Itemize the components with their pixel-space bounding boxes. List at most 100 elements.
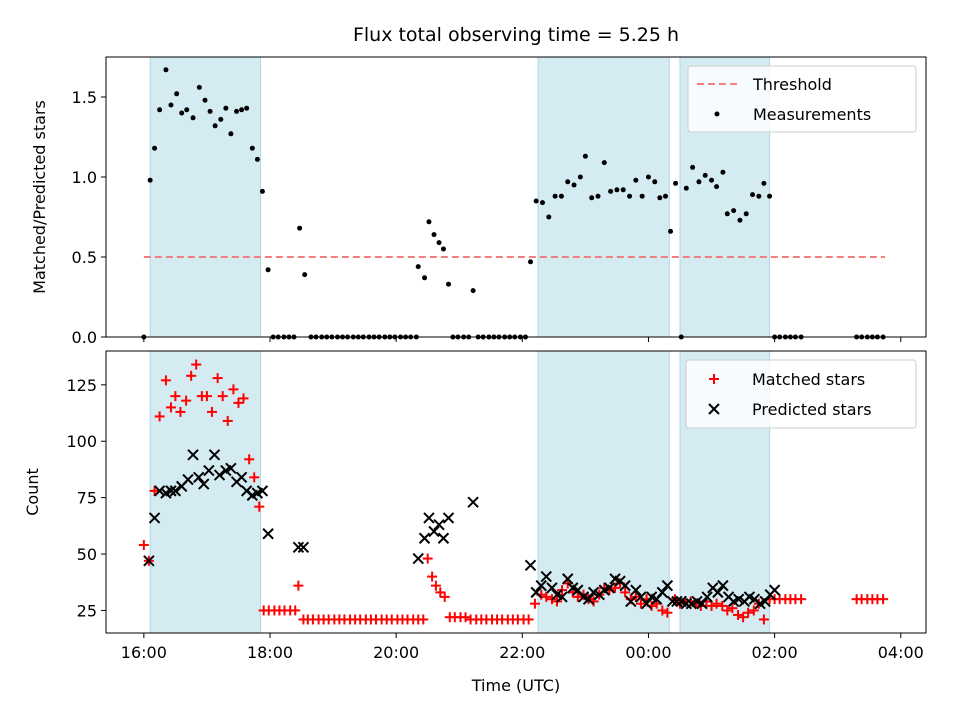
measurement-point [761,180,767,186]
measurement-point [147,177,153,183]
x-tick-label: 02:00 [752,643,798,662]
measurement-point [223,105,229,111]
measurement-point [743,211,749,217]
measurement-point [714,184,720,190]
matched-stars-point [435,587,446,598]
y-tick-label: 0.5 [72,248,97,267]
matched-stars-point [878,594,889,605]
measurement-point [157,107,163,113]
y-tick-label: 1.0 [72,168,97,187]
measurement-point [737,217,743,223]
measurement-point [627,193,633,199]
matched-stars-point [529,598,540,609]
predicted-stars-point [717,579,729,592]
predicted-stars-point [193,471,205,484]
top-data-points [141,67,886,340]
bottom-legend: Matched stars Predicted stars [685,359,917,429]
matched-stars-point [244,454,255,465]
measurement-point [601,160,607,166]
matched-stars-point [233,397,244,408]
predicted-stars-point [546,582,558,594]
predicted-stars-point [433,519,445,531]
y-tick-label: 1.5 [72,88,97,107]
matched-stars-point [181,395,192,406]
measurement-point [662,193,668,199]
measurement-point [254,156,260,162]
predicted-stars-point [768,584,781,596]
predicted-stars-point [169,485,182,497]
measurement-point [657,195,663,201]
matched-stars-point [722,605,733,616]
measurement-point [431,232,437,238]
predicted-stars-point [297,541,310,553]
measurement-point [673,180,679,186]
predicted-stars-point [235,471,248,484]
measurement-point [212,123,218,129]
matched-stars-point [222,415,233,426]
matched-stars-point [154,411,165,422]
matched-stars-point [254,501,265,512]
measurement-point [207,108,213,114]
top-x-ticks [143,337,902,342]
matched-stars-point [186,370,197,381]
bottom-data-points [138,359,889,625]
matched-stars-point [727,603,738,614]
measurement-point [302,272,308,278]
matched-stars-point [138,540,149,551]
matched-stars-point [418,614,429,625]
predicted-stars-point [437,532,450,544]
x-axis-label: Time (UTC) [471,676,560,695]
measurement-point [639,193,645,199]
predicted-stars-point [661,579,674,592]
measurement-point [767,193,773,199]
measurement-point [582,153,588,159]
predicted-stars-point [442,512,455,524]
measurement-point [720,169,726,175]
predicted-stars-point [562,573,574,585]
matched-stars-point [748,605,759,616]
measurement-point [152,145,158,151]
measurement-point [249,145,255,151]
matched-stars-point [249,472,260,483]
predicted-stars-point [262,528,274,540]
predicted-stars-point [182,473,194,486]
matched-stars-point [706,600,717,611]
predicted-stars-point [671,595,683,608]
predicted-stars-point [423,512,435,524]
bottom-y-axis-label: Count [23,468,42,516]
predicted-stars-point [418,532,431,544]
bottom-x-ticks: 16:00 18:00 20:00 22:00 00:00 02:00 04:00 [121,633,924,662]
matched-stars-point [717,600,728,611]
predicted-stars-point [701,591,713,603]
measurement-point [731,208,737,214]
predicted-stars-point [540,570,552,583]
predicted-stars-point [187,449,199,461]
matched-stars-point [662,607,673,618]
shaded-interval [149,56,262,338]
measurement-point [202,97,208,103]
legend-measurements-swatch [714,111,720,117]
x-tick-label: 00:00 [625,643,671,662]
measurement-point [528,259,534,265]
predicted-stars-point [524,559,537,572]
measurement-point [297,225,303,231]
measurement-point [470,288,476,294]
top-panel: 0.0 0.5 1.0 1.5 Flux total observing time =… [30,24,927,347]
predicted-stars-point [292,541,305,553]
measurement-point [190,115,196,121]
measurement-point [174,91,180,97]
measurement-point [234,108,240,114]
predicted-stars-point [535,579,547,592]
predicted-stars-point [208,449,221,461]
measurement-point [683,185,689,191]
matched-stars-point [427,571,438,582]
measurement-point [552,193,558,199]
predicted-stars-point [467,496,479,508]
matched-stars-point [610,582,621,593]
x-tick-label: 22:00 [499,643,545,662]
legend-predicted-label: Predicted stars [752,400,872,419]
matched-stars-point [657,605,668,616]
measurement-point [218,116,224,122]
y-tick-label: 75 [77,489,97,508]
matched-stars-point [439,591,450,602]
